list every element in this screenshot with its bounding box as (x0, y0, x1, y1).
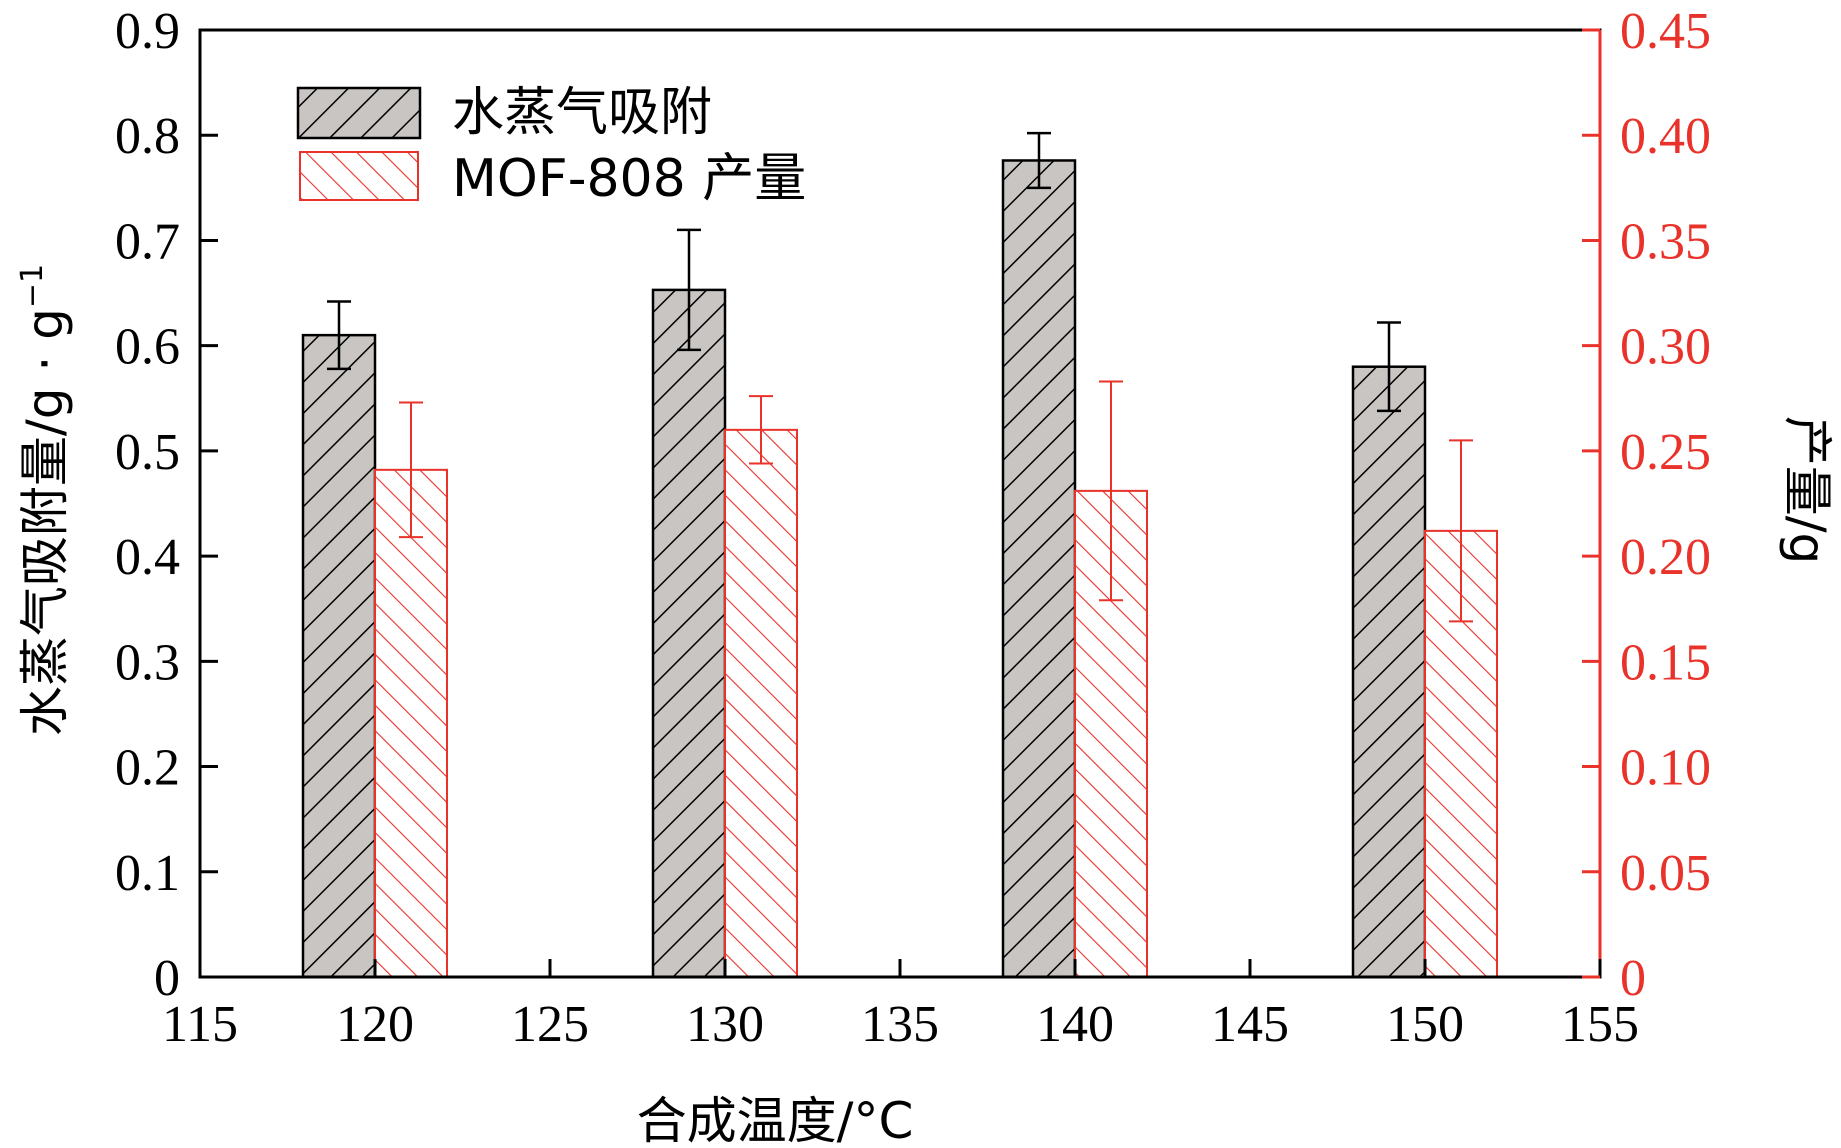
bar-adsorption-130 (651, 288, 727, 979)
y-tick-label-0.5: 0.5 (115, 424, 180, 481)
bar-yield-120 (374, 468, 448, 978)
x-tick-label-135: 135 (861, 996, 939, 1053)
bar-adsorption-140 (1001, 159, 1077, 979)
y-tick-label-0.4: 0.4 (115, 529, 180, 586)
y-axis-title-superscript: −1 (15, 264, 50, 308)
y-tick-label-0.2: 0.2 (115, 740, 180, 797)
y2-tick-label-0.10: 0.10 (1620, 740, 1711, 797)
legend-label-yield: MOF-808 产量 (452, 149, 806, 209)
y-tick-label-0.3: 0.3 (115, 634, 180, 691)
y-axis-title-main: 水蒸气吸附量/g · g (16, 308, 74, 736)
x-tick-label-120: 120 (336, 996, 414, 1053)
y-axis-ticks: 0 0.1 0.2 0.3 0.4 0.5 0.6 0.7 0.8 0.9 (115, 3, 218, 1007)
y2-tick-label-0.15: 0.15 (1620, 634, 1711, 691)
x-tick-label-155: 155 (1561, 996, 1639, 1053)
y2-tick-label-0.25: 0.25 (1620, 424, 1711, 481)
x-tick-label-150: 150 (1386, 996, 1464, 1053)
x-tick-label-125: 125 (511, 996, 589, 1053)
x-tick-label-140: 140 (1036, 996, 1114, 1053)
y2-tick-label-0: 0 (1620, 950, 1646, 1007)
legend-swatch-yield (299, 151, 419, 201)
y-tick-label-0.6: 0.6 (115, 319, 180, 376)
legend-swatch-adsorption (296, 86, 422, 140)
x-tick-label-130: 130 (686, 996, 764, 1053)
y2-tick-label-0.35: 0.35 (1620, 213, 1711, 270)
y2-axis-title: 产量/g (1778, 416, 1836, 565)
y-tick-label-0.1: 0.1 (115, 845, 180, 902)
x-axis-title: 合成温度/°C (637, 1092, 914, 1148)
bar-adsorption-120 (301, 333, 377, 979)
x-tick-label-115: 115 (162, 996, 238, 1053)
y-tick-label-0.7: 0.7 (115, 213, 180, 270)
bar-adsorption-150 (1351, 365, 1427, 979)
x-axis-ticks: 115 120 125 130 135 140 145 150 155 (162, 959, 1639, 1053)
y-tick-label-0: 0 (154, 950, 180, 1007)
y-tick-label-0.9: 0.9 (115, 3, 180, 60)
y-axis-title: 水蒸气吸附量/g · g−1 (15, 264, 74, 736)
x-tick-label-145: 145 (1211, 996, 1289, 1053)
y2-tick-label-0.20: 0.20 (1620, 529, 1711, 586)
bar-yield-130 (724, 428, 798, 979)
error-bars-group (327, 131, 1473, 623)
y-tick-label-0.8: 0.8 (115, 108, 180, 165)
y2-tick-label-0.40: 0.40 (1620, 108, 1711, 165)
y2-axis-ticks: 0 0.05 0.10 0.15 0.20 0.25 0.30 0.35 0.40 0.45 (1582, 3, 1711, 1007)
y2-tick-label-0.05: 0.05 (1620, 845, 1711, 902)
y2-tick-label-0.45: 0.45 (1620, 3, 1711, 60)
legend: 水蒸气吸附 MOF-808 产量 (296, 83, 806, 209)
legend-label-adsorption: 水蒸气吸附 (452, 83, 712, 143)
bars-group (301, 159, 1498, 979)
y2-tick-label-0.30: 0.30 (1620, 319, 1711, 376)
